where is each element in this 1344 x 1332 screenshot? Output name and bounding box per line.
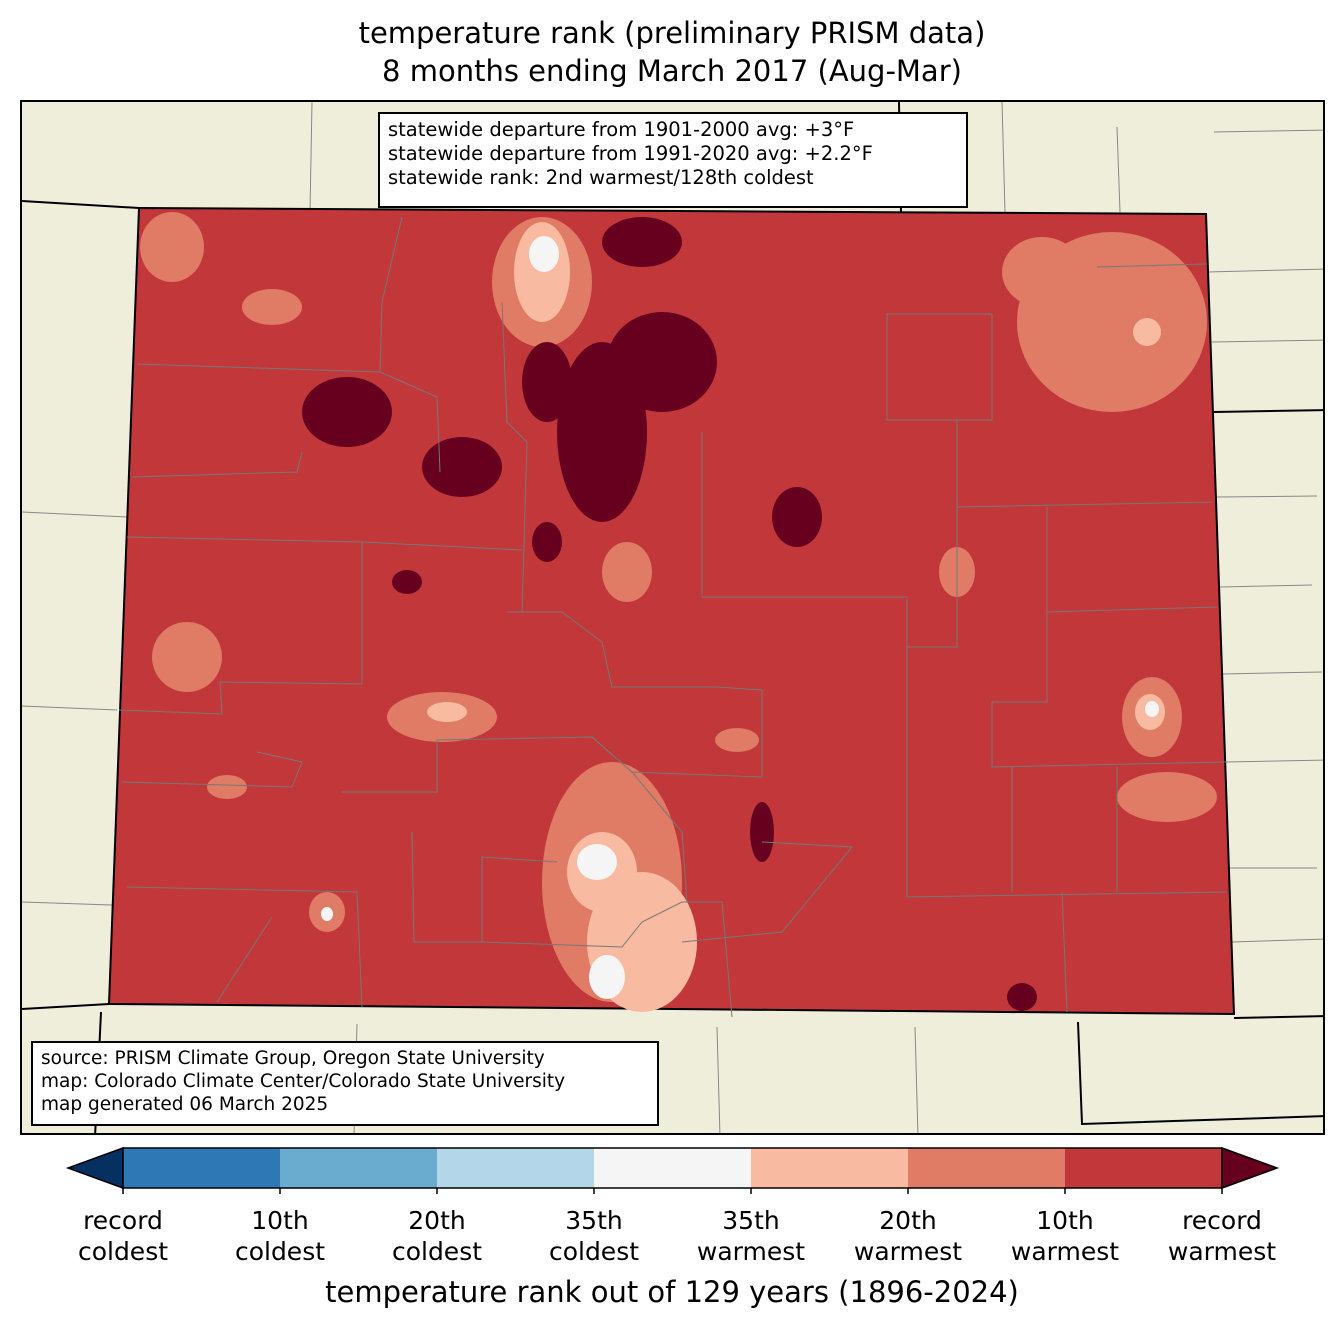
colorbar-bin bbox=[437, 1148, 594, 1188]
county-borders bbox=[118, 216, 1228, 1018]
tick-line-1: 20th bbox=[879, 1206, 937, 1235]
tick-line-1: 20th bbox=[408, 1206, 466, 1235]
colorbar-tick-label: 20th warmest bbox=[838, 1205, 978, 1267]
colorbar-tick-label: record warmest bbox=[1152, 1205, 1292, 1267]
colorbar-label: temperature rank out of 129 years (1896-… bbox=[325, 1275, 1019, 1309]
colorbar-tick-label: 35th warmest bbox=[681, 1205, 821, 1267]
tick-line-2: warmest bbox=[1167, 1237, 1277, 1266]
tick-line-1: record bbox=[1182, 1206, 1262, 1235]
colorbar-tick-label: record coldest bbox=[53, 1205, 193, 1267]
tick-line-1: 10th bbox=[1036, 1206, 1094, 1235]
colorbar bbox=[65, 1146, 1280, 1194]
source-line: map generated 06 March 2025 bbox=[41, 1094, 329, 1115]
colorbar-bin bbox=[908, 1148, 1065, 1188]
statewide-stats-box: statewide departure from 1901-2000 avg: … bbox=[378, 112, 968, 208]
tick-line-2: coldest bbox=[548, 1237, 640, 1266]
colorbar-extend-min bbox=[65, 1146, 124, 1190]
tick-line-1: 35th bbox=[565, 1206, 623, 1235]
record-warm-patches bbox=[302, 217, 1037, 1011]
source-line: map: Colorado Climate Center/Colorado St… bbox=[41, 1071, 566, 1092]
tick-line-2: warmest bbox=[696, 1237, 806, 1266]
colorbar-tick-label: 10th warmest bbox=[995, 1205, 1135, 1267]
tick-line-1: 35th bbox=[722, 1206, 780, 1235]
tick-line-1: 10th bbox=[251, 1206, 309, 1235]
colorbar-bin bbox=[280, 1148, 437, 1188]
colorbar-extend-max bbox=[1221, 1146, 1280, 1190]
map-svg bbox=[22, 102, 1323, 1133]
map-panel bbox=[20, 100, 1325, 1135]
colorbar-outline bbox=[122, 1147, 1223, 1189]
stats-line: statewide departure from 1991-2020 avg: … bbox=[388, 142, 873, 165]
source-line: source: PRISM Climate Group, Oregon Stat… bbox=[41, 1048, 545, 1069]
tick-line-2: coldest bbox=[77, 1237, 169, 1266]
source-box: source: PRISM Climate Group, Oregon Stat… bbox=[31, 1041, 659, 1126]
stats-line: statewide departure from 1901-2000 avg: … bbox=[388, 118, 855, 141]
colorbar-bin bbox=[1065, 1148, 1222, 1188]
stats-line: statewide rank: 2nd warmest/128th coldes… bbox=[388, 166, 814, 189]
colorbar-tick-label: 35th coldest bbox=[524, 1205, 664, 1267]
colorbar-bin bbox=[594, 1148, 751, 1188]
title-line-1: temperature rank (preliminary PRISM data… bbox=[358, 16, 986, 50]
tick-line-2: warmest bbox=[853, 1237, 963, 1266]
tick-line-2: coldest bbox=[234, 1237, 326, 1266]
colorbar-tick-label: 20th coldest bbox=[367, 1205, 507, 1267]
title-line-2: 8 months ending March 2017 (Aug-Mar) bbox=[382, 54, 962, 88]
tick-line-2: warmest bbox=[1010, 1237, 1120, 1266]
tick-line-1: record bbox=[83, 1206, 163, 1235]
near-normal-patches bbox=[321, 236, 1159, 999]
colorbar-bin bbox=[751, 1148, 908, 1188]
colorbar-tick-label: 10th coldest bbox=[210, 1205, 350, 1267]
tick-line-2: coldest bbox=[391, 1237, 483, 1266]
colorbar-bin bbox=[123, 1148, 280, 1188]
